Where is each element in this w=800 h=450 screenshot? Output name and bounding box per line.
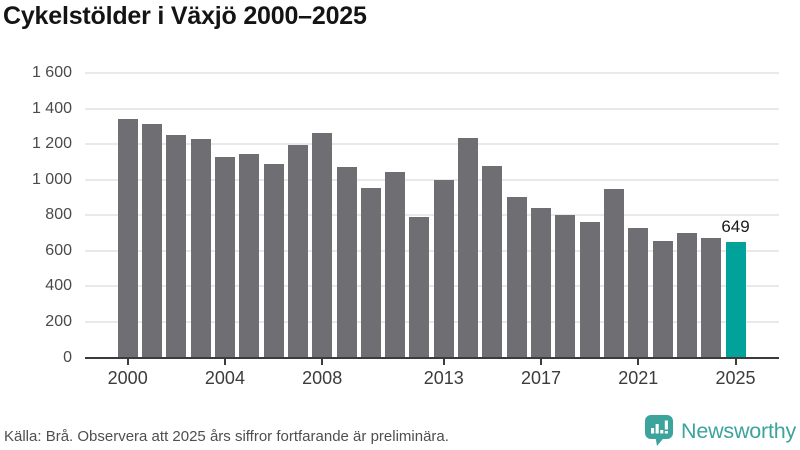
x-axis-tick-2000 xyxy=(126,358,129,365)
bar-2019 xyxy=(579,222,600,358)
bar-2021 xyxy=(628,227,649,358)
bar-2023 xyxy=(676,233,697,358)
x-axis-tick-2004 xyxy=(223,358,226,365)
gridline-600 xyxy=(85,249,779,252)
y-axis-label-200: 200 xyxy=(45,312,72,330)
x-axis-label-2008: 2008 xyxy=(302,367,343,388)
y-axis-label-800: 800 xyxy=(45,206,72,224)
bar-2008 xyxy=(312,133,333,358)
x-axis-tick-2013 xyxy=(442,358,445,365)
x-axis-line xyxy=(85,356,779,359)
newsworthy-logo: Newsworthy xyxy=(644,414,796,448)
bar-2016 xyxy=(506,197,527,358)
y-axis-label-1000: 1 000 xyxy=(31,170,72,188)
gridline-200 xyxy=(85,320,779,323)
y-axis-label-600: 600 xyxy=(45,241,72,259)
bar-2009 xyxy=(336,167,357,358)
bar-chart-plot-area: 0 200 400 600 800 1 000 1 200 1 400 1 600 2000 200… xyxy=(31,64,779,388)
y-axis-label-1200: 1 200 xyxy=(31,135,72,153)
x-axis-tick-2008 xyxy=(321,358,324,365)
highlight-value-label: 649 xyxy=(700,217,771,238)
bar-2005 xyxy=(239,153,260,358)
x-axis-label-2025: 2025 xyxy=(715,367,756,388)
x-axis-label-2021: 2021 xyxy=(618,367,659,388)
source-note: Källa: Brå. Observera att 2025 års siffr… xyxy=(4,428,449,445)
bar-2014 xyxy=(458,137,479,358)
x-axis-tick-2025 xyxy=(734,358,737,365)
bar-2022 xyxy=(652,241,673,358)
y-axis-label-400: 400 xyxy=(45,277,72,295)
gridline-1000 xyxy=(85,178,779,181)
bar-2003 xyxy=(190,138,211,358)
bar-2010 xyxy=(360,187,381,358)
y-axis-label-0: 0 xyxy=(63,348,72,366)
bar-2013 xyxy=(433,179,454,358)
bar-2018 xyxy=(555,215,576,358)
x-axis-tick-2017 xyxy=(540,358,542,365)
bar-2020 xyxy=(603,189,624,358)
x-axis-label-2017: 2017 xyxy=(520,367,562,388)
bar-2004 xyxy=(214,156,235,358)
bar-2017 xyxy=(531,208,551,358)
brand-name: Newsworthy xyxy=(681,418,797,443)
y-axis-label-1400: 1 400 xyxy=(31,99,72,117)
gridline-1600 xyxy=(85,72,779,74)
gridline-1400 xyxy=(85,107,779,110)
bar-2011 xyxy=(385,171,406,358)
y-axis-label-1600: 1 600 xyxy=(31,64,72,81)
chart-title: Cykelstölder i Växjö 2000–2025 xyxy=(3,2,367,30)
x-axis-label-2013: 2013 xyxy=(423,367,464,388)
bar-2000 xyxy=(117,119,138,358)
bar-2024 xyxy=(701,238,722,358)
x-axis-label-2000: 2000 xyxy=(107,367,148,388)
bar-2007 xyxy=(287,145,308,358)
bar-2012 xyxy=(409,217,430,358)
bar-2002 xyxy=(166,135,187,358)
gridline-400 xyxy=(85,285,779,288)
bar-2001 xyxy=(142,123,162,358)
x-axis-label-2004: 2004 xyxy=(204,367,245,388)
gridline-800 xyxy=(85,214,779,217)
bar-2006 xyxy=(263,163,284,358)
bar-2025 xyxy=(725,242,746,358)
gridline-1200 xyxy=(85,143,779,146)
x-axis-tick-2021 xyxy=(637,358,640,365)
newsworthy-chart-bubble-icon xyxy=(645,415,673,446)
bar-2015 xyxy=(482,166,503,358)
